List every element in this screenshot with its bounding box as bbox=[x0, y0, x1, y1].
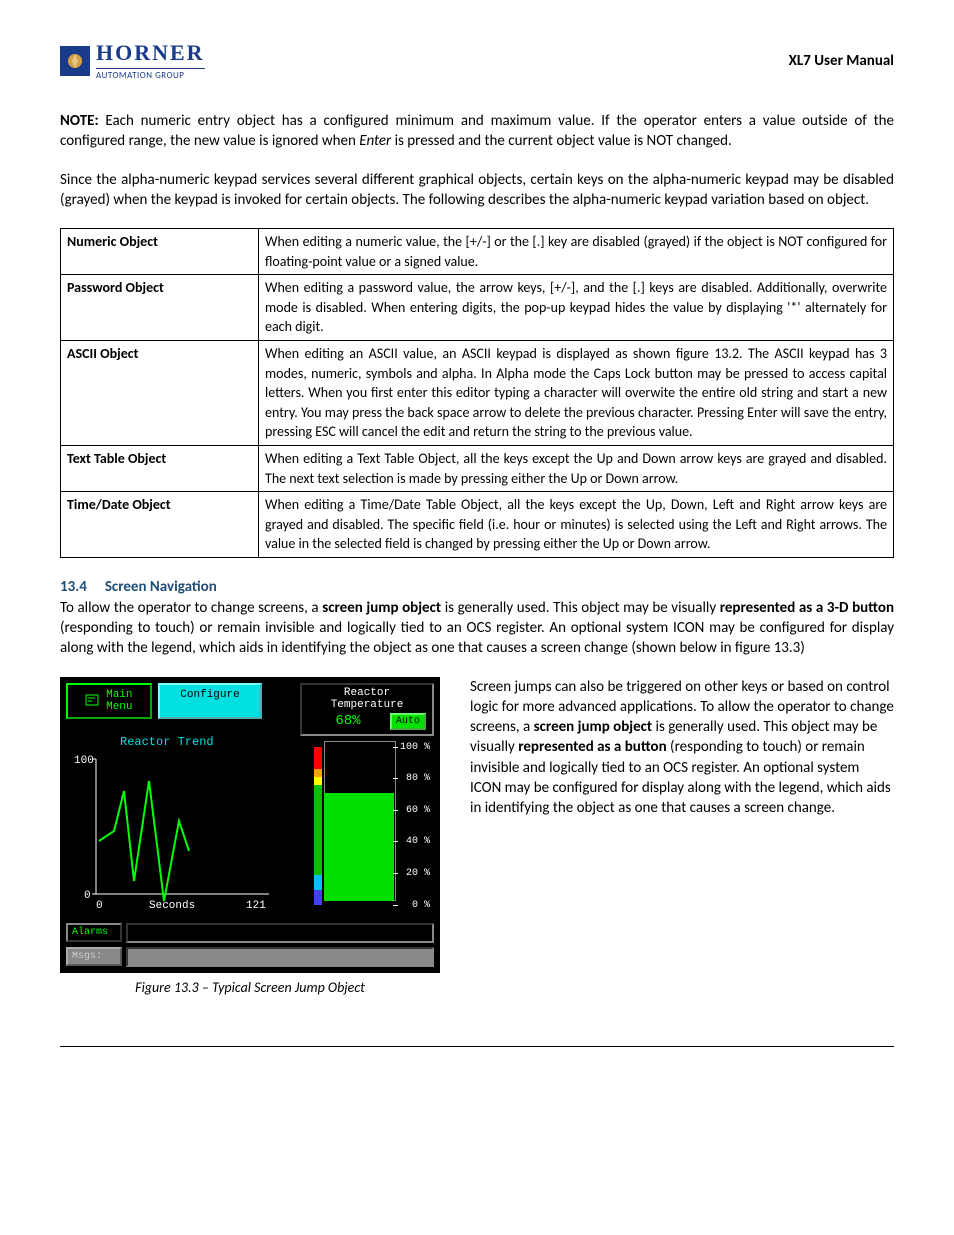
y-max: 100 bbox=[74, 755, 94, 767]
section-title: Screen Navigation bbox=[105, 578, 217, 596]
msgs-button[interactable]: Msgs: bbox=[66, 947, 122, 966]
section-number: 13.4 bbox=[60, 578, 87, 596]
scale-label: 60 % bbox=[406, 805, 430, 816]
x-max: 121 bbox=[246, 900, 266, 909]
trend-chart: 100 0 0 Seconds 121 bbox=[74, 749, 274, 909]
table-row: Numeric ObjectWhen editing a numeric val… bbox=[61, 229, 894, 275]
object-name-cell: Time/Date Object bbox=[61, 492, 259, 558]
table-row: Password ObjectWhen editing a password v… bbox=[61, 275, 894, 341]
note-enter: Enter bbox=[359, 132, 391, 150]
x-min: 0 bbox=[96, 900, 103, 909]
bar-segment bbox=[314, 777, 322, 785]
figure-caption: Figure 13.3 – Typical Screen Jump Object bbox=[60, 979, 440, 996]
scale-label: 100 % bbox=[400, 742, 430, 753]
bar-segment bbox=[314, 875, 322, 890]
object-name-cell: ASCII Object bbox=[61, 340, 259, 445]
table-row: ASCII ObjectWhen editing an ASCII value,… bbox=[61, 340, 894, 445]
scale-tick bbox=[393, 841, 398, 842]
screen-jump-icon bbox=[85, 694, 99, 708]
note-text-2: is pressed and the current object value … bbox=[391, 132, 732, 150]
table-row: Text Table ObjectWhen editing a Text Tab… bbox=[61, 445, 894, 491]
footer-line bbox=[60, 1046, 894, 1047]
msgs-status-bar bbox=[126, 947, 434, 967]
scale-label: 80 % bbox=[406, 773, 430, 784]
x-label: Seconds bbox=[149, 900, 195, 909]
table-row: Time/Date ObjectWhen editing a Time/Date… bbox=[61, 492, 894, 558]
p3a: To allow the operator to change screens,… bbox=[60, 599, 322, 617]
temp-value: 68% bbox=[335, 713, 360, 729]
object-table: Numeric ObjectWhen editing a numeric val… bbox=[60, 228, 894, 558]
trend-svg: 100 0 0 Seconds 121 bbox=[74, 749, 274, 909]
main-menu-button[interactable]: Main Menu bbox=[66, 683, 152, 719]
hmi-screenshot: Main Menu Configure Reactor Temperature … bbox=[60, 677, 440, 973]
main-menu-label: Main Menu bbox=[106, 689, 132, 713]
manual-title: XL7 User Manual bbox=[789, 52, 894, 70]
logo-text-bottom: AUTOMATION GROUP bbox=[96, 68, 205, 81]
scale-label: 0 % bbox=[412, 900, 430, 911]
scale-tick bbox=[393, 747, 398, 748]
bar-segment bbox=[314, 890, 322, 905]
scale-tick bbox=[393, 810, 398, 811]
y-min: 0 bbox=[84, 890, 91, 902]
p3b: screen jump object bbox=[322, 599, 441, 617]
scale-label: 40 % bbox=[406, 836, 430, 847]
bar-fill bbox=[324, 793, 394, 900]
configure-button[interactable]: Configure bbox=[158, 683, 262, 719]
alarms-status-bar bbox=[126, 923, 434, 943]
page-header: HORNER AUTOMATION GROUP XL7 User Manual bbox=[60, 40, 894, 81]
scale-label: 20 % bbox=[406, 868, 430, 879]
trend-title: Reactor Trend bbox=[120, 735, 214, 749]
p3d: represented as a 3-D button bbox=[720, 599, 894, 617]
bar-segment bbox=[314, 785, 322, 875]
logo-icon bbox=[60, 46, 90, 76]
logo: HORNER AUTOMATION GROUP bbox=[60, 40, 205, 81]
object-desc-cell: When editing a Time/Date Table Object, a… bbox=[259, 492, 894, 558]
logo-text-top: HORNER bbox=[96, 40, 205, 66]
object-desc-cell: When editing an ASCII value, an ASCII ke… bbox=[259, 340, 894, 445]
p3c: is generally used. This object may be vi… bbox=[441, 599, 720, 617]
bar-graph: 100 % 80 % 60 % 40 % 20 % 0 % bbox=[302, 739, 432, 909]
object-name-cell: Text Table Object bbox=[61, 445, 259, 491]
scale-tick bbox=[393, 905, 398, 906]
temperature-panel: Reactor Temperature 68% Auto bbox=[300, 683, 434, 736]
object-name-cell: Numeric Object bbox=[61, 229, 259, 275]
object-name-cell: Password Object bbox=[61, 275, 259, 341]
alarms-row: Alarms bbox=[66, 923, 434, 943]
msgs-row: Msgs: bbox=[66, 947, 434, 967]
object-desc-cell: When editing a password value, the arrow… bbox=[259, 275, 894, 341]
rpb: screen jump object bbox=[534, 718, 652, 736]
paragraph-3: To allow the operator to change screens,… bbox=[60, 598, 894, 659]
temp-title: Reactor Temperature bbox=[302, 687, 432, 711]
rpd: represented as a button bbox=[518, 738, 666, 756]
scale-tick bbox=[393, 778, 398, 779]
right-column-text: Screen jumps can also be triggered on ot… bbox=[470, 677, 894, 996]
auto-button[interactable]: Auto bbox=[390, 713, 426, 730]
object-desc-cell: When editing a numeric value, the [+/-] … bbox=[259, 229, 894, 275]
note-paragraph: NOTE: Each numeric entry object has a co… bbox=[60, 111, 894, 152]
object-desc-cell: When editing a Text Table Object, all th… bbox=[259, 445, 894, 491]
bar-segment bbox=[314, 747, 322, 769]
bar-segment bbox=[314, 769, 322, 777]
scale-tick bbox=[393, 873, 398, 874]
figure-column: Main Menu Configure Reactor Temperature … bbox=[60, 677, 440, 996]
alarms-button[interactable]: Alarms bbox=[66, 923, 122, 942]
note-label: NOTE: bbox=[60, 112, 99, 130]
p3e: (responding to touch) or remain invisibl… bbox=[60, 619, 894, 657]
two-column-area: Main Menu Configure Reactor Temperature … bbox=[60, 677, 894, 996]
paragraph-2: Since the alpha-numeric keypad services … bbox=[60, 170, 894, 211]
section-heading: 13.4 Screen Navigation bbox=[60, 578, 894, 596]
